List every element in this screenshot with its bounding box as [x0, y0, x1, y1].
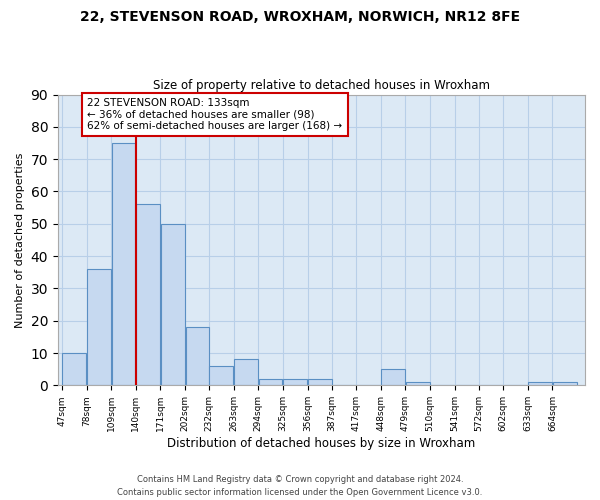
Text: Contains HM Land Registry data © Crown copyright and database right 2024.
Contai: Contains HM Land Registry data © Crown c… — [118, 476, 482, 497]
Bar — [528, 382, 552, 386]
Bar — [381, 369, 405, 386]
Bar — [406, 382, 430, 386]
Bar — [283, 379, 307, 386]
Bar — [112, 143, 136, 386]
Bar — [87, 269, 111, 386]
Bar — [234, 360, 258, 386]
Text: 22 STEVENSON ROAD: 133sqm
← 36% of detached houses are smaller (98)
62% of semi-: 22 STEVENSON ROAD: 133sqm ← 36% of detac… — [88, 98, 343, 131]
Bar — [185, 327, 209, 386]
Bar — [259, 379, 283, 386]
Y-axis label: Number of detached properties: Number of detached properties — [15, 152, 25, 328]
Bar — [209, 366, 233, 386]
Bar — [62, 353, 86, 386]
Bar — [161, 224, 185, 386]
Text: 22, STEVENSON ROAD, WROXHAM, NORWICH, NR12 8FE: 22, STEVENSON ROAD, WROXHAM, NORWICH, NR… — [80, 10, 520, 24]
Bar — [136, 204, 160, 386]
Bar — [553, 382, 577, 386]
Bar — [308, 379, 332, 386]
Title: Size of property relative to detached houses in Wroxham: Size of property relative to detached ho… — [153, 79, 490, 92]
X-axis label: Distribution of detached houses by size in Wroxham: Distribution of detached houses by size … — [167, 437, 476, 450]
